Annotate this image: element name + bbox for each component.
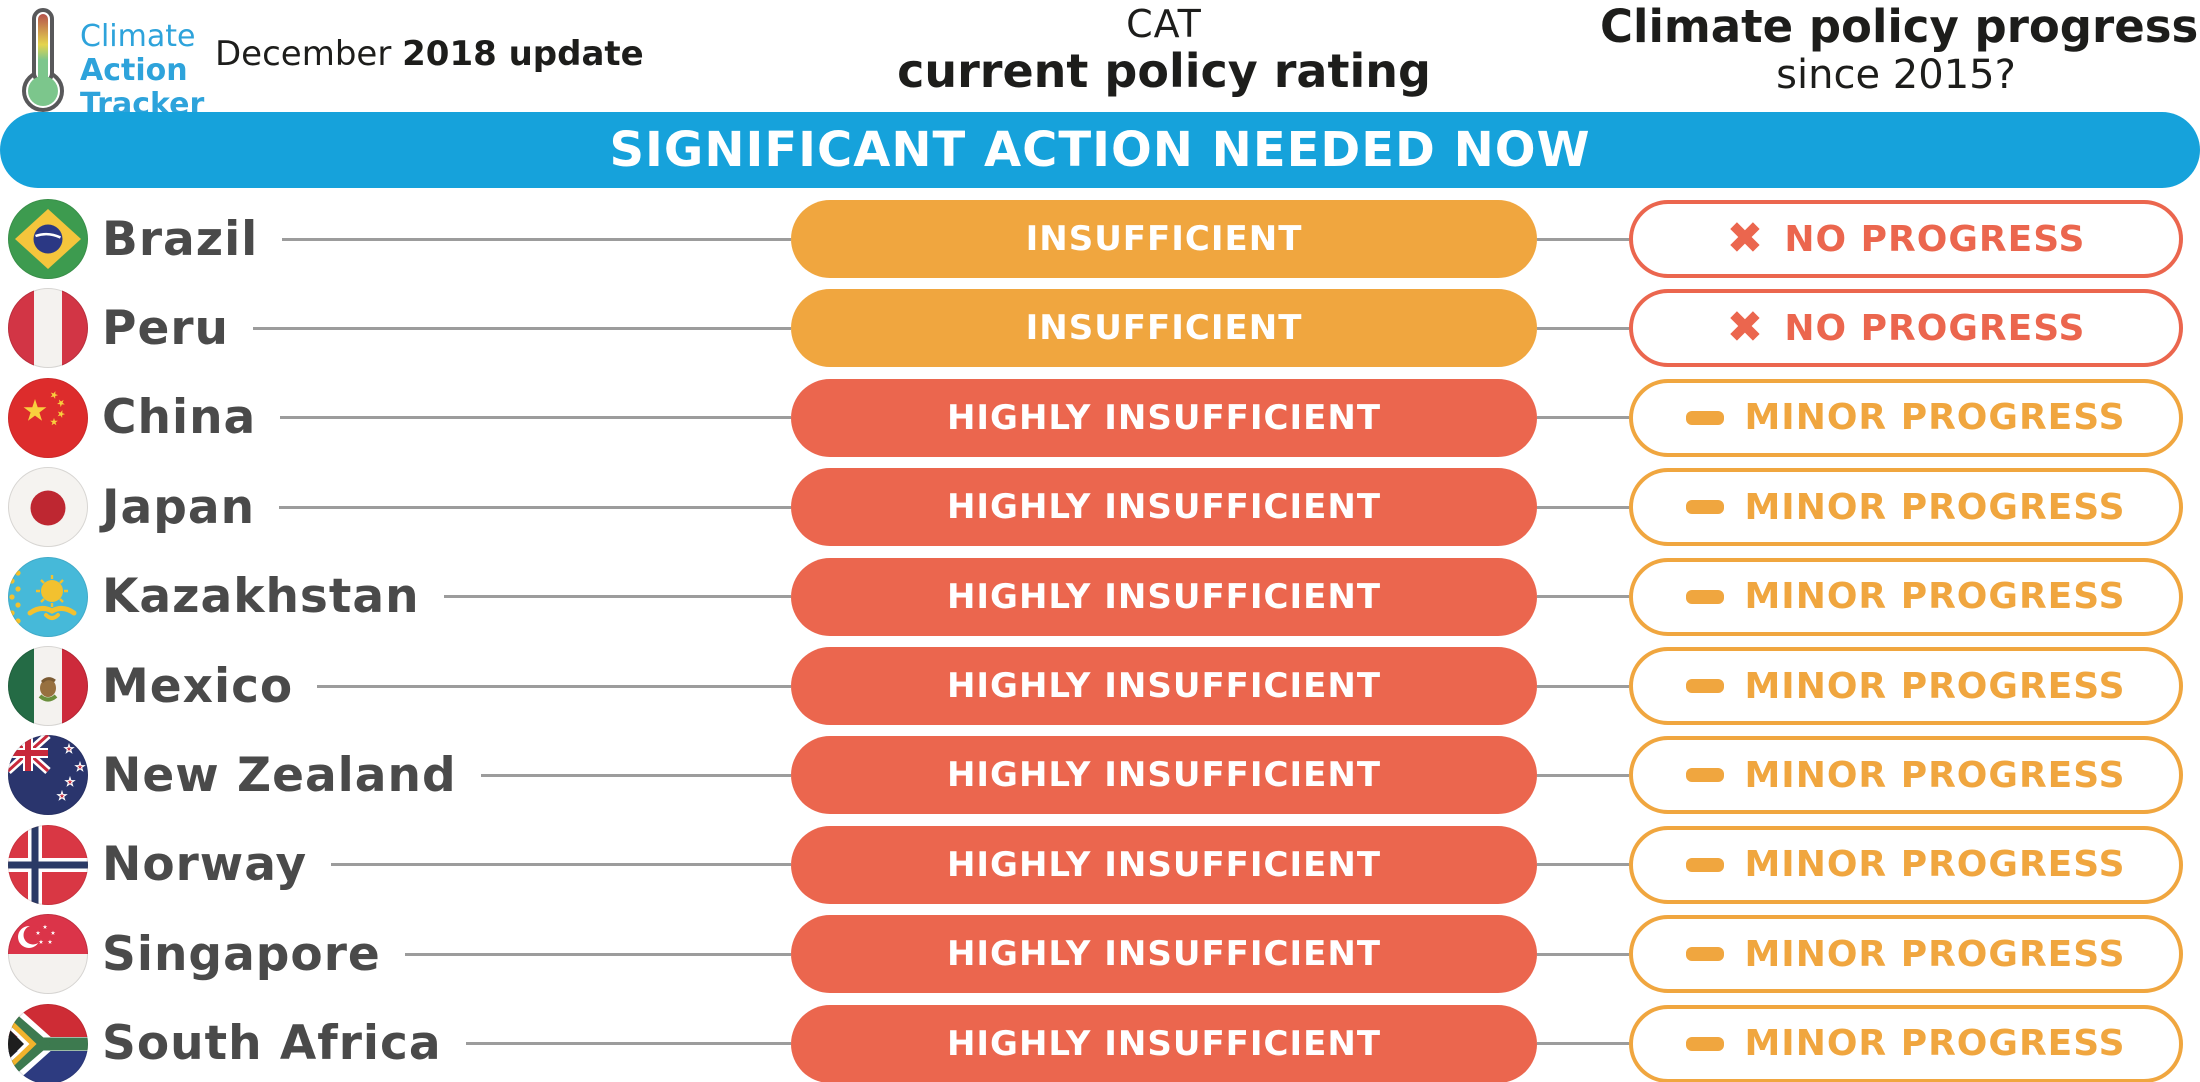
column-header-progress: Climate policy progress since 2015? [1600, 0, 2199, 99]
rating-badge: HIGHLY INSUFFICIENT [791, 378, 1537, 457]
connector-line [443, 595, 791, 599]
country-label: South Africa [102, 1016, 442, 1072]
progress-pill: MINOR PROGRESS [1629, 557, 2183, 636]
minus-icon [1686, 589, 1725, 604]
progress-label: MINOR PROGRESS [1744, 844, 2126, 886]
minus-icon [1686, 679, 1725, 693]
connector-line [1537, 326, 1629, 330]
minus-icon [1686, 500, 1725, 515]
rating-badge: HIGHLY INSUFFICIENT [791, 647, 1537, 725]
logo-word-climate: Climate [80, 19, 196, 54]
rating-badge: INSUFFICIENT [791, 200, 1537, 278]
climate-action-tracker-logo: Climate Action Tracker [16, 6, 204, 122]
connector-line [1537, 1042, 1629, 1046]
flag-new-zealand-icon [8, 735, 88, 816]
connector-line [465, 1042, 791, 1046]
connector-line [1537, 684, 1629, 688]
flag-singapore-icon [8, 914, 88, 995]
progress-pill: ✖ NO PROGRESS [1629, 200, 2183, 278]
flag-china-icon [8, 377, 88, 458]
minus-icon [1686, 857, 1725, 872]
country-label: Japan [102, 479, 256, 535]
progress-label: MINOR PROGRESS [1744, 486, 2126, 528]
progress-pill: MINOR PROGRESS [1629, 468, 2183, 547]
connector-line [1537, 773, 1629, 777]
table-row: China HIGHLY INSUFFICIENT MINOR PROGRESS [0, 377, 2200, 458]
progress-label: MINOR PROGRESS [1744, 576, 2126, 618]
flag-south-africa-icon [8, 1003, 88, 1082]
rating-badge: HIGHLY INSUFFICIENT [791, 915, 1537, 994]
progress-label: MINOR PROGRESS [1744, 1023, 2126, 1065]
table-row: Japan HIGHLY INSUFFICIENT MINOR PROGRESS [0, 467, 2200, 548]
flag-brazil-icon [8, 199, 88, 279]
rating-badge: HIGHLY INSUFFICIENT [791, 1004, 1537, 1082]
minus-icon [1686, 947, 1725, 962]
progress-pill: MINOR PROGRESS [1629, 915, 2183, 994]
progress-label: MINOR PROGRESS [1744, 754, 2126, 796]
flag-japan-icon [8, 467, 88, 548]
table-row: Peru INSUFFICIENT ✖ NO PROGRESS [0, 288, 2200, 369]
rating-badge: HIGHLY INSUFFICIENT [791, 468, 1537, 547]
country-label: Brazil [102, 211, 259, 267]
progress-pill: MINOR PROGRESS [1629, 647, 2183, 725]
connector-line [404, 952, 791, 956]
connector-line [252, 326, 791, 330]
rating-badge: HIGHLY INSUFFICIENT [791, 557, 1537, 636]
country-label: Peru [102, 300, 229, 356]
connector-line [1537, 595, 1629, 599]
connector-line [282, 237, 791, 241]
progress-label: MINOR PROGRESS [1744, 397, 2126, 439]
table-row: Kazakhstan HIGHLY INSUFFICIENT MINOR PRO… [0, 556, 2200, 637]
flag-kazakhstan-icon [8, 556, 88, 637]
country-label: Kazakhstan [102, 569, 420, 625]
minus-icon [1686, 768, 1725, 783]
table-row: South Africa HIGHLY INSUFFICIENT MINOR P… [0, 1003, 2200, 1082]
progress-pill: MINOR PROGRESS [1629, 825, 2183, 904]
progress-pill: MINOR PROGRESS [1629, 1004, 2183, 1082]
connector-line [1537, 505, 1629, 509]
table-row: Singapore HIGHLY INSUFFICIENT MINOR PROG… [0, 914, 2200, 995]
connector-line [1537, 863, 1629, 867]
logo-word-action: Action [80, 53, 188, 88]
connector-line [280, 416, 791, 420]
connector-line [279, 505, 791, 509]
column-header-rating: CAT current policy rating [897, 2, 1431, 98]
progress-label: MINOR PROGRESS [1744, 933, 2126, 975]
connector-line [1537, 237, 1629, 241]
progress-pill: MINOR PROGRESS [1629, 736, 2183, 815]
connector-line [480, 773, 791, 777]
rating-badge: HIGHLY INSUFFICIENT [791, 825, 1537, 904]
table-row: New Zealand HIGHLY INSUFFICIENT MINOR PR… [0, 735, 2200, 816]
x-icon: ✖ [1726, 302, 1765, 354]
thermometer-icon [16, 6, 70, 118]
table-row: Norway HIGHLY INSUFFICIENT MINOR PROGRES… [0, 824, 2200, 905]
progress-label: NO PROGRESS [1784, 307, 2086, 349]
table-row: Mexico HIGHLY INSUFFICIENT MINOR PROGRES… [0, 646, 2200, 726]
rating-badge: INSUFFICIENT [791, 289, 1537, 368]
rating-badge: HIGHLY INSUFFICIENT [791, 736, 1537, 815]
connector-line [1537, 416, 1629, 420]
progress-pill: MINOR PROGRESS [1629, 378, 2183, 457]
progress-pill: ✖ NO PROGRESS [1629, 289, 2183, 368]
section-banner: SIGNIFICANT ACTION NEEDED NOW [0, 112, 2200, 188]
progress-label: NO PROGRESS [1784, 218, 2086, 260]
connector-line [317, 684, 791, 688]
table-row: Brazil INSUFFICIENT ✖ NO PROGRESS [0, 199, 2200, 279]
flag-peru-icon [8, 288, 88, 369]
country-label: Singapore [102, 926, 381, 982]
connector-line [331, 863, 791, 867]
country-label: Norway [102, 837, 308, 893]
country-label: Mexico [102, 658, 294, 714]
country-label: China [102, 390, 257, 446]
connector-line [1537, 952, 1629, 956]
progress-label: MINOR PROGRESS [1744, 665, 2126, 707]
flag-mexico-icon [8, 646, 88, 726]
update-date: December 2018 update [215, 34, 644, 74]
minus-icon [1686, 1036, 1725, 1051]
x-icon: ✖ [1726, 213, 1765, 264]
flag-norway-icon [8, 824, 88, 905]
minus-icon [1686, 410, 1725, 425]
country-label: New Zealand [102, 747, 457, 803]
